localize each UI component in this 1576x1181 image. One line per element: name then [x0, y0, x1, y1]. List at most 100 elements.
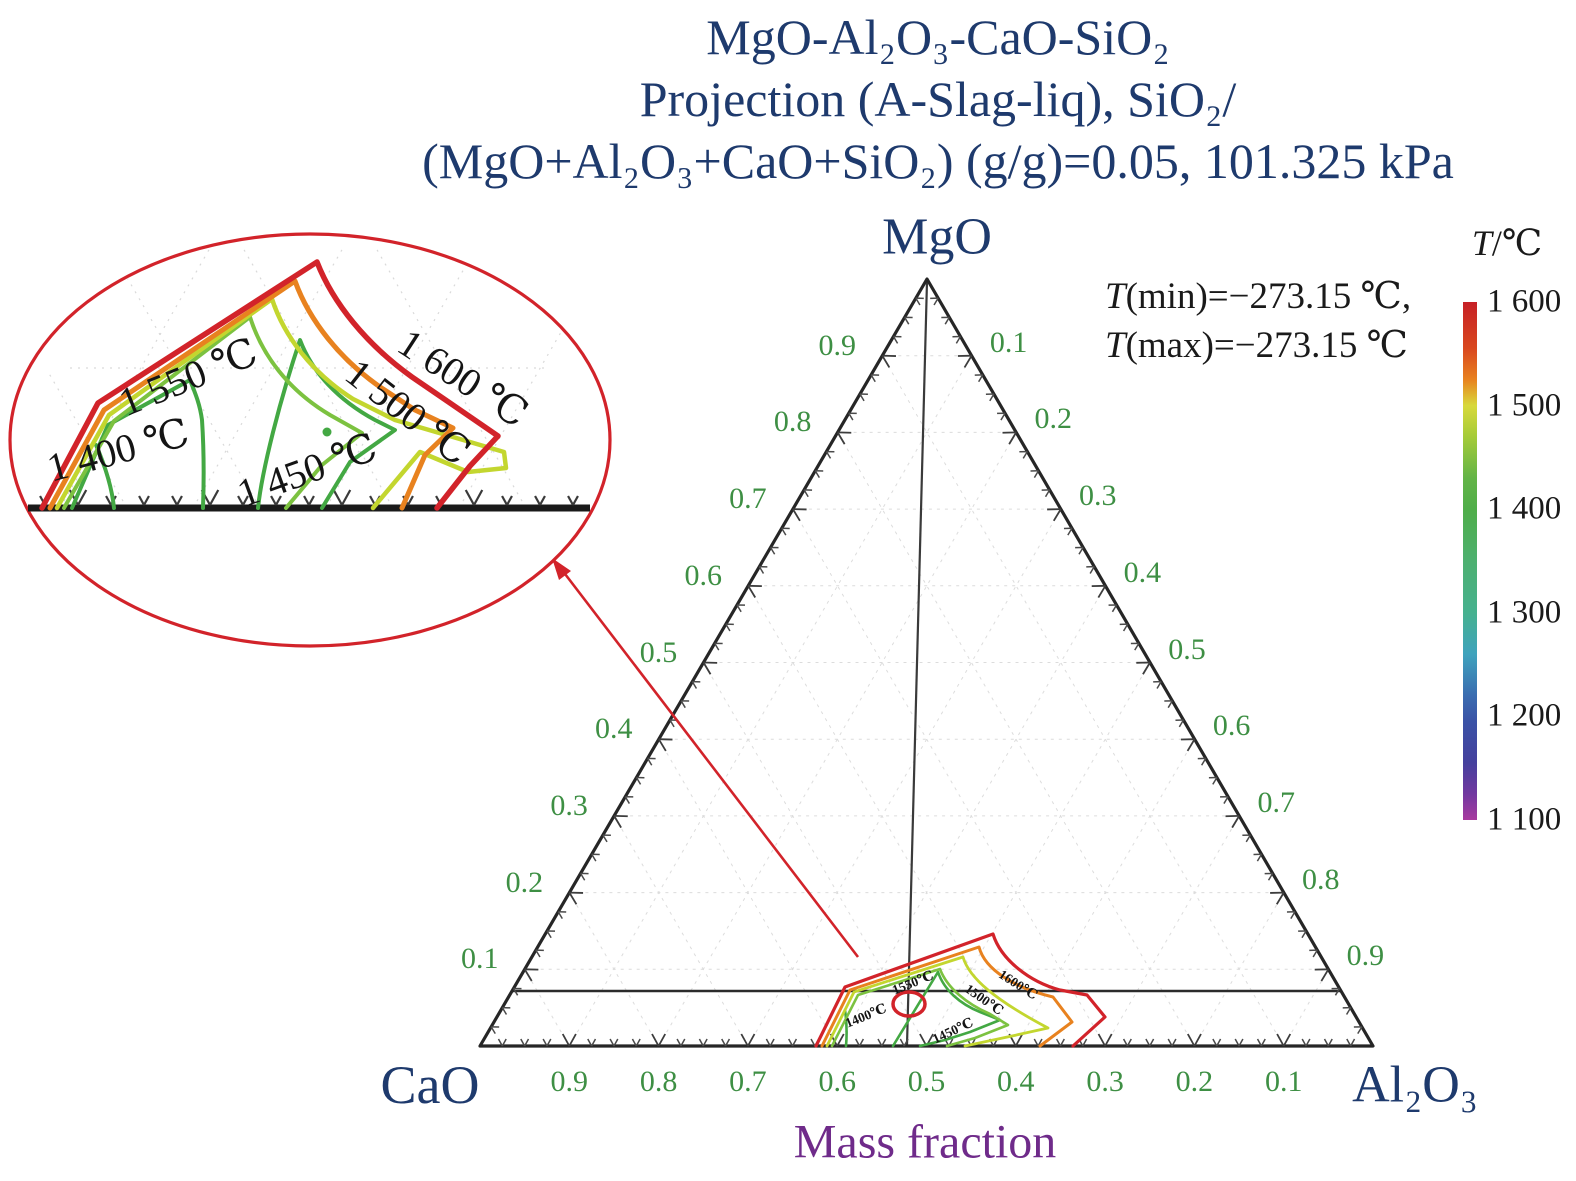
- tick-mark: [1212, 777, 1218, 785]
- tick-mark: [676, 1038, 682, 1047]
- itick-mark: [407, 495, 414, 506]
- tick-mark: [1089, 566, 1095, 574]
- bottom-axis-label: Mass fraction: [793, 1115, 1057, 1169]
- tick-mark: [602, 834, 608, 843]
- tick-mark: [803, 489, 809, 498]
- inset-data-point: [322, 427, 332, 437]
- tick-mark: [1134, 642, 1140, 651]
- left-axis-tick-label: 0.3: [550, 788, 588, 822]
- tick-mark: [825, 451, 832, 459]
- tick-mark: [1000, 412, 1006, 421]
- chart-title: MgO-Al₂O₃-CaO-SiO₂ Projection (A-Slag-li…: [300, 6, 1576, 192]
- tick-mark: [1260, 1038, 1266, 1047]
- tickBig-mark: [651, 1033, 660, 1047]
- left-axis-tick-label: 0.1: [460, 942, 499, 976]
- itick-mark: [209, 489, 220, 506]
- tick-mark: [1245, 834, 1251, 843]
- tick-mark: [1200, 757, 1207, 766]
- inset-gridlines: [46, 247, 576, 509]
- vertex-label-cao: CaO: [380, 1055, 480, 1115]
- tick-mark: [490, 1026, 496, 1035]
- tick-mark: [848, 412, 854, 421]
- itick-mark: [572, 495, 579, 506]
- tickBig-mark: [1193, 1033, 1202, 1047]
- tick-mark: [501, 1007, 508, 1015]
- chart-title-line3: (MgO+Al₂O₃+CaO+SiO₂) (g/g)=0.05, 101.325…: [422, 133, 1454, 189]
- itick-mark: [341, 489, 352, 506]
- tick-mark: [1059, 1038, 1065, 1047]
- gridline-mark: [881, 355, 1285, 1047]
- tick-mark: [769, 1038, 775, 1047]
- tickBig-mark: [836, 1033, 845, 1047]
- tick-mark: [1078, 547, 1084, 555]
- inset-ellipse-outline: [8, 232, 612, 648]
- left-axis-tick-label: 0.5: [639, 635, 678, 669]
- tick-mark: [698, 1038, 704, 1047]
- gridline-mark: [1193, 892, 1285, 1047]
- tick-mark: [736, 604, 742, 613]
- right-axis-tick-label: 0.1: [989, 325, 1028, 359]
- tick-mark: [859, 393, 865, 402]
- tickBig-mark: [881, 355, 891, 368]
- tick-mark: [788, 1038, 794, 1047]
- itick-mark: [332, 489, 343, 506]
- bottom-axis-tick-label: 0.2: [1175, 1065, 1214, 1098]
- tickBig-mark: [1104, 1033, 1113, 1047]
- tick-mark: [714, 642, 720, 651]
- tickBig-mark: [1276, 1033, 1285, 1047]
- chart-title-line2: Projection (A-Slag-liq), SiO₂/: [639, 71, 1237, 127]
- tick-mark: [691, 681, 698, 689]
- colorbar-tick-label: 1 100: [1487, 801, 1562, 838]
- tick-mark: [546, 1038, 552, 1047]
- tick-mark: [765, 1038, 771, 1047]
- tick-mark: [989, 393, 995, 402]
- itick-mark: [270, 495, 277, 506]
- tick-mark: [557, 911, 563, 920]
- itick-mark: [105, 495, 112, 506]
- tick-mark: [591, 853, 597, 862]
- tick-mark: [1122, 623, 1129, 632]
- itick-mark: [237, 495, 244, 506]
- tick-mark: [680, 700, 686, 709]
- tick-mark: [1122, 1038, 1129, 1047]
- tickBig-mark: [1231, 815, 1240, 829]
- left-axis-tick-label: 0.9: [818, 328, 857, 362]
- tickBig-mark: [657, 1033, 666, 1047]
- gridline-mark: [613, 815, 749, 1047]
- tickBig-mark: [658, 738, 667, 752]
- itick-mark: [534, 495, 541, 506]
- tick-mark: [1033, 470, 1040, 478]
- t-min-line: T(min)=−273.15 ℃,: [1105, 276, 1412, 317]
- tick-mark: [855, 1038, 861, 1047]
- main-contour-lines: [814, 932, 1107, 1048]
- tick-mark: [1334, 988, 1341, 996]
- left-axis-tick-label: 0.8: [773, 405, 812, 439]
- tick-mark: [1156, 681, 1162, 689]
- tick-mark: [635, 1038, 641, 1047]
- tickBig-mark: [792, 508, 801, 522]
- tickBig-mark: [1186, 738, 1196, 752]
- tick-mark: [1126, 1038, 1132, 1047]
- ternary-gridlines: [524, 355, 1329, 1047]
- right-axis-tick-label: 0.3: [1079, 479, 1117, 513]
- tick-mark: [546, 930, 552, 939]
- tick-mark: [721, 1038, 727, 1047]
- inset-magnified-view: [8, 232, 612, 648]
- tick-mark: [1301, 930, 1307, 939]
- tick-mark: [523, 1038, 530, 1047]
- tick-mark: [724, 1038, 731, 1047]
- tick-mark: [1055, 1038, 1062, 1047]
- right-axis-tick-label: 0.4: [1123, 555, 1162, 589]
- tickBig-mark: [1052, 508, 1062, 522]
- tick-mark: [758, 566, 765, 574]
- tick-mark: [1033, 1038, 1039, 1047]
- gridline-mark: [524, 969, 570, 1047]
- tick-mark: [769, 547, 776, 555]
- itick-mark: [464, 489, 475, 506]
- tickBig-mark: [613, 815, 622, 829]
- right-axis-tick-label: 0.7: [1257, 785, 1295, 819]
- tickBig-mark: [747, 585, 757, 598]
- tick-mark: [1256, 853, 1263, 862]
- tick-mark: [1022, 451, 1028, 459]
